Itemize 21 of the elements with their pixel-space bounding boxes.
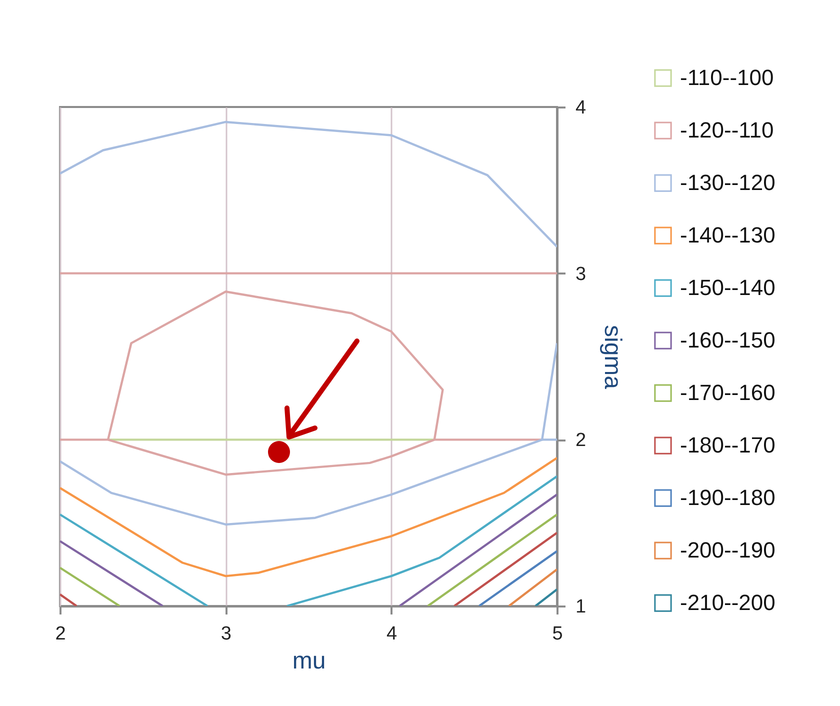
legend-label: -210--200 — [680, 590, 776, 615]
legend-label: -190--180 — [680, 485, 776, 510]
legend-label: -110--100 — [680, 65, 774, 90]
x-tick-label: 3 — [220, 624, 232, 644]
x-tick-label: 4 — [386, 624, 398, 644]
legend-label: -200--190 — [680, 538, 776, 562]
y-axis-title: sigma — [599, 324, 626, 390]
legend-label: -140--130 — [680, 222, 776, 248]
legend-label: -120--110 — [680, 118, 774, 142]
legend-label: -180--170 — [680, 432, 776, 458]
legend-label: -160--150 — [680, 328, 776, 352]
legend-label: -130--120 — [680, 170, 776, 195]
x-axis-title: mu — [292, 648, 326, 674]
legend-label: -150--140 — [680, 275, 776, 300]
y-tick-label: 3 — [576, 264, 586, 285]
legend-label: -170--160 — [680, 380, 776, 405]
y-tick-label: 2 — [576, 430, 586, 452]
x-tick-label: 2 — [55, 624, 66, 644]
y-tick-label: 1 — [576, 596, 586, 618]
y-tick-label: 4 — [576, 98, 586, 118]
x-tick-label: 5 — [552, 624, 563, 644]
